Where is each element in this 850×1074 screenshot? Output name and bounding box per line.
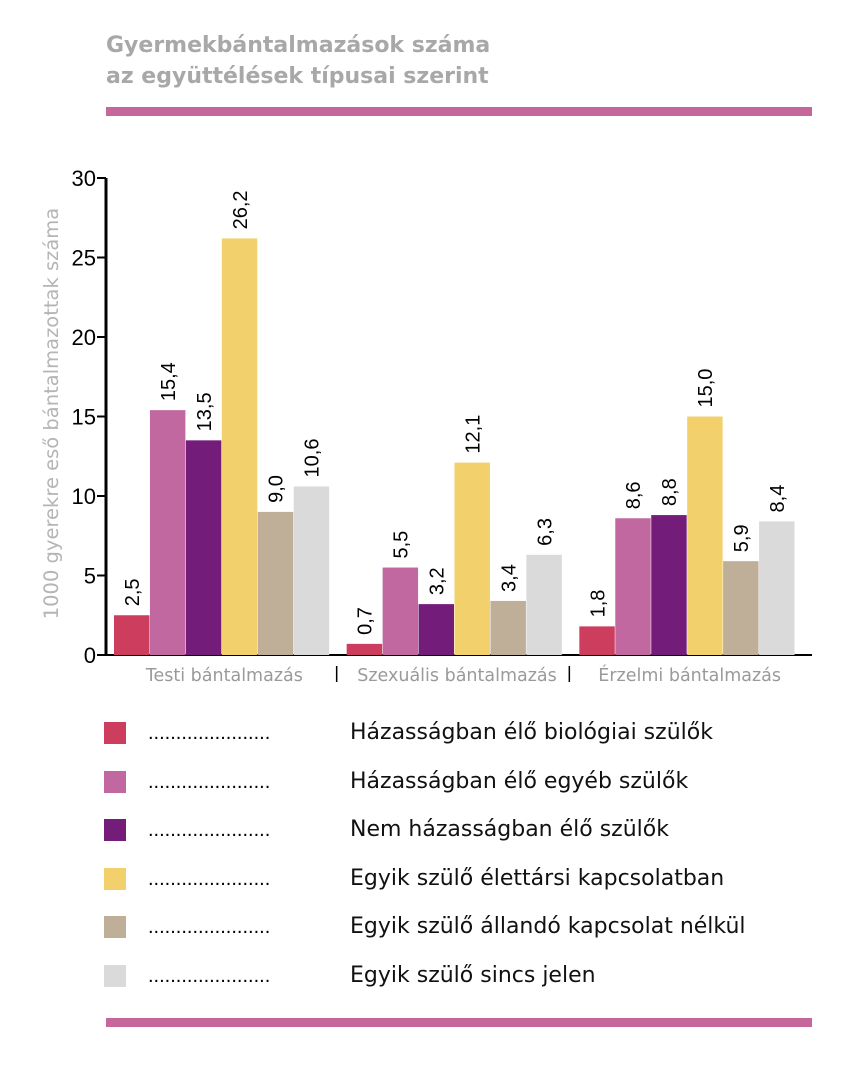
legend-label: Nem házasságban élő szülők [350, 817, 669, 843]
title-line-2: az együttélések típusai szerint [106, 64, 489, 89]
y-tick-label: 30 [72, 166, 96, 191]
legend-label: Egyik szülő állandó kapcsolat nélkül [350, 914, 746, 940]
top-divider [106, 107, 812, 116]
y-tick-label: 0 [84, 643, 96, 668]
bar-value-label: 1,8 [587, 590, 609, 618]
bar [651, 515, 687, 655]
chart-title: Gyermekbántalmazások száma az együttélés… [106, 30, 490, 92]
category-label: Szexuális bántalmazás [357, 666, 557, 686]
y-axis-label: 1000 gyerekre eső bántalmazottak száma [40, 208, 63, 620]
bar-value-label: 5,5 [391, 531, 413, 559]
bottom-divider [106, 1018, 812, 1027]
legend: ...................... Házasságban élő b… [104, 716, 824, 1008]
legend-label: Egyik szülő élettársi kapcsolatban [350, 865, 725, 891]
bar-value-label: 3,2 [427, 567, 449, 595]
legend-leader-dots: ...................... [148, 867, 271, 890]
bar-value-label: 15,0 [695, 369, 717, 408]
bar [759, 521, 795, 655]
legend-swatch [104, 770, 126, 793]
bar [687, 416, 723, 655]
bar [579, 626, 615, 655]
bar [346, 643, 383, 655]
bar-value-label: 8,8 [659, 478, 681, 506]
legend-swatch [104, 722, 126, 744]
bar-chart: 0 5 10 15 20 25 30 1000 gyerekre eső bántalmazo… [40, 166, 812, 686]
bar [221, 238, 258, 656]
bar [615, 518, 651, 655]
legend-leader-dots: ...................... [148, 770, 271, 793]
bar-value-label: 8,6 [623, 481, 645, 509]
legend-leader-dots: ...................... [148, 722, 271, 744]
legend-leader-dots: ...................... [148, 819, 271, 842]
legend-leader-dots: ...................... [148, 964, 271, 987]
bar-value-label: 10,6 [302, 439, 324, 478]
bar [723, 561, 759, 655]
category-label: Érzelmi bántalmazás [598, 664, 781, 686]
bar-value-label: 0,7 [355, 607, 377, 635]
bar-value-label: 6,3 [534, 518, 556, 546]
bar-value-label: 2,5 [122, 578, 144, 606]
bar-value-label: 13,5 [194, 392, 216, 431]
bar [418, 604, 454, 655]
legend-leader-dots: ...................... [148, 916, 271, 939]
legend-item: ...................... Házasságban élő b… [104, 716, 824, 765]
bar [293, 486, 330, 655]
bar [185, 440, 222, 655]
bar [382, 567, 419, 655]
legend-swatch [104, 867, 126, 890]
y-tick-label: 10 [72, 484, 96, 509]
y-tick-label: 5 [84, 564, 96, 589]
legend-item: ...................... Házasságban élő e… [104, 765, 824, 814]
bar-value-label: 15,4 [158, 362, 180, 401]
legend-item: ...................... Egyik szülő sincs… [104, 959, 824, 1008]
bar-value-label: 12,1 [462, 415, 484, 454]
bar-value-label: 5,9 [731, 524, 753, 552]
bar [114, 615, 150, 655]
y-tick-label: 15 [72, 405, 96, 430]
legend-label: Házasságban élő biológiai szülők [350, 720, 713, 745]
legend-swatch [104, 916, 126, 939]
bar-value-label: 3,4 [498, 564, 520, 592]
category-label: Testi bántalmazás [145, 666, 303, 686]
bar [526, 554, 562, 655]
bar [490, 600, 526, 655]
y-tick-label: 20 [72, 325, 96, 350]
legend-item: ...................... Egyik szülő állan… [104, 910, 824, 959]
legend-swatch [104, 819, 126, 842]
legend-item: ...................... Egyik szülő élett… [104, 862, 824, 911]
bar [454, 462, 490, 655]
y-tick-label: 25 [72, 246, 96, 271]
bar [149, 410, 186, 655]
legend-swatch [104, 964, 126, 987]
bar-value-label: 26,2 [230, 190, 252, 229]
title-line-1: Gyermekbántalmazások száma [106, 33, 491, 58]
legend-item: ...................... Nem házasságban é… [104, 813, 824, 862]
bar-value-label: 9,0 [266, 475, 288, 503]
legend-label: Egyik szülő sincs jelen [350, 962, 596, 988]
legend-label: Házasságban élő egyéb szülők [350, 768, 689, 794]
bar-value-label: 8,4 [767, 485, 789, 513]
bar [257, 511, 294, 655]
